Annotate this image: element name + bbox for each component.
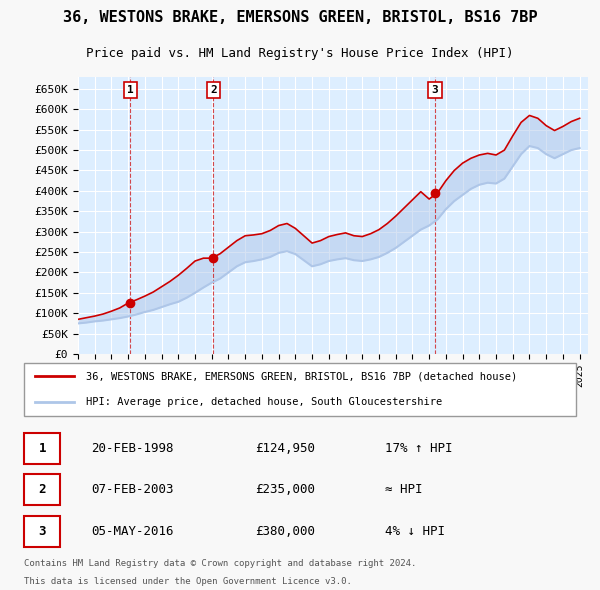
Text: Contains HM Land Registry data © Crown copyright and database right 2024.: Contains HM Land Registry data © Crown c…: [23, 559, 416, 568]
Text: 2: 2: [38, 483, 46, 496]
Text: 07-FEB-2003: 07-FEB-2003: [91, 483, 174, 496]
Text: £124,950: £124,950: [255, 442, 315, 455]
Text: HPI: Average price, detached house, South Gloucestershire: HPI: Average price, detached house, Sout…: [86, 398, 442, 407]
Text: 1: 1: [127, 85, 134, 95]
Text: £380,000: £380,000: [255, 525, 315, 537]
Text: 1: 1: [38, 442, 46, 455]
FancyBboxPatch shape: [23, 363, 577, 416]
Text: 36, WESTONS BRAKE, EMERSONS GREEN, BRISTOL, BS16 7BP (detached house): 36, WESTONS BRAKE, EMERSONS GREEN, BRIST…: [86, 372, 517, 381]
Text: 05-MAY-2016: 05-MAY-2016: [91, 525, 174, 537]
Text: ≈ HPI: ≈ HPI: [385, 483, 422, 496]
Text: 20-FEB-1998: 20-FEB-1998: [91, 442, 174, 455]
Text: £235,000: £235,000: [255, 483, 315, 496]
Text: 2: 2: [210, 85, 217, 95]
FancyBboxPatch shape: [23, 516, 60, 547]
Text: This data is licensed under the Open Government Licence v3.0.: This data is licensed under the Open Gov…: [23, 576, 352, 586]
Text: 17% ↑ HPI: 17% ↑ HPI: [385, 442, 452, 455]
FancyBboxPatch shape: [23, 474, 60, 505]
Text: Price paid vs. HM Land Registry's House Price Index (HPI): Price paid vs. HM Land Registry's House …: [86, 47, 514, 60]
Text: 3: 3: [431, 85, 439, 95]
FancyBboxPatch shape: [23, 432, 60, 464]
Text: 3: 3: [38, 525, 46, 537]
Text: 36, WESTONS BRAKE, EMERSONS GREEN, BRISTOL, BS16 7BP: 36, WESTONS BRAKE, EMERSONS GREEN, BRIST…: [63, 10, 537, 25]
Text: 4% ↓ HPI: 4% ↓ HPI: [385, 525, 445, 537]
